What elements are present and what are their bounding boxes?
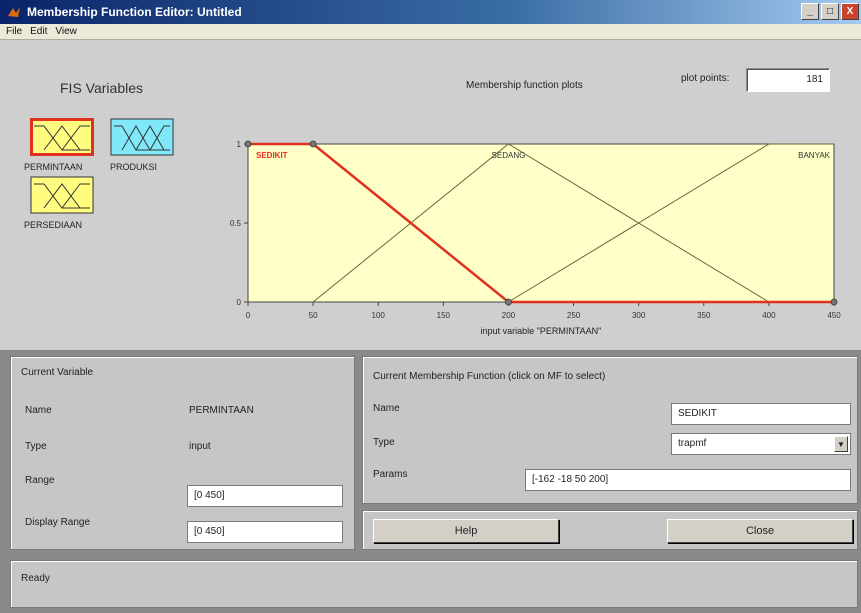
status-text: Ready	[21, 573, 50, 584]
help-button[interactable]: Help	[373, 519, 559, 543]
membership-function-plot[interactable]: 0 50 100 150 200 250 300 350 400 450 0 0.5 1 SEDIKIT S…	[216, 136, 856, 350]
y-tick-label: 1	[237, 140, 242, 149]
close-window-button[interactable]: X	[841, 3, 859, 20]
plot-title: Membership function plots	[466, 80, 583, 91]
fis-variable-label: PERMINTAAN	[24, 162, 83, 172]
current-variable-panel: Current Variable Name PERMINTAAN Type in…	[10, 356, 355, 550]
mf-curve-sedikit[interactable]	[248, 142, 834, 304]
minimize-button[interactable]: _	[801, 3, 819, 20]
variable-name-value: PERMINTAAN	[189, 405, 254, 416]
x-tick-label: 400	[762, 311, 776, 320]
dropdown-arrow-icon[interactable]: ▼	[834, 436, 848, 452]
fis-variable-permintaan[interactable]	[30, 118, 94, 156]
plot-points-input[interactable]: 181	[746, 68, 830, 92]
mf-name-input[interactable]: SEDIKIT	[671, 403, 851, 425]
x-tick-label: 0	[246, 311, 251, 320]
plot-points-label: plot points:	[681, 73, 730, 84]
mf-thumbnail-icon	[30, 176, 94, 214]
mf-vertex-handle[interactable]	[244, 140, 252, 148]
editor-area: FIS Variables PERMINTAAN PRODUKSI PERSED…	[0, 40, 861, 350]
mf-vertex-handle[interactable]	[505, 298, 512, 306]
menu-file[interactable]: File	[6, 26, 23, 37]
x-tick-label: 200	[502, 311, 516, 320]
mf-params-label: Params	[373, 469, 408, 480]
matlab-icon	[8, 7, 20, 17]
status-panel: Ready	[10, 560, 858, 608]
mf-label-sedikit[interactable]: SEDIKIT	[256, 151, 288, 160]
mf-thumbnail-icon	[30, 118, 94, 156]
display-range-input[interactable]: [0 450]	[187, 521, 343, 543]
window-title: Membership Function Editor: Untitled	[27, 5, 242, 19]
title-bar: Membership Function Editor: Untitled _ □…	[0, 0, 861, 24]
fis-variable-label: PRODUKSI	[110, 162, 158, 172]
mf-curve-sedang[interactable]	[312, 143, 770, 303]
range-label: Range	[25, 475, 55, 486]
x-tick-label: 150	[437, 311, 451, 320]
variable-type-label: Type	[25, 441, 47, 452]
close-button[interactable]: Close	[667, 519, 853, 543]
display-range-label: Display Range	[25, 517, 91, 528]
mf-vertex-handle[interactable]	[309, 140, 317, 148]
x-tick-label: 350	[697, 311, 711, 320]
mf-vertex-handle[interactable]	[830, 298, 838, 306]
y-tick-label: 0	[237, 298, 242, 307]
mf-type-select[interactable]: trapmf ▼	[671, 433, 851, 455]
x-tick-label: 300	[632, 311, 646, 320]
x-tick-label: 100	[372, 311, 386, 320]
menu-bar: File Edit View	[0, 24, 861, 40]
button-panel: Help Close	[362, 510, 858, 550]
variable-type-value: input	[189, 441, 211, 452]
plot-area	[247, 143, 835, 303]
fis-variable-persediaan[interactable]	[30, 176, 94, 214]
mf-name-label: Name	[373, 403, 400, 414]
mf-curve-banyak[interactable]	[508, 143, 834, 303]
x-tick-label: 50	[309, 311, 318, 320]
mf-type-value: trapmf	[678, 438, 707, 449]
variable-name-label: Name	[25, 405, 52, 416]
fis-variable-label: PERSEDIAAN	[24, 220, 83, 230]
menu-edit[interactable]: Edit	[30, 26, 48, 37]
mf-label-banyak[interactable]: BANYAK	[798, 151, 831, 160]
current-mf-heading: Current Membership Function (click on MF…	[373, 371, 606, 382]
mf-thumbnail-icon	[110, 118, 174, 156]
x-tick-label: 450	[827, 311, 841, 320]
x-tick-label: 250	[567, 311, 581, 320]
current-mf-panel: Current Membership Function (click on MF…	[362, 356, 858, 504]
y-tick-label: 0.5	[230, 219, 242, 228]
mf-type-label: Type	[373, 437, 395, 448]
fis-variables-title: FIS Variables	[60, 80, 143, 96]
maximize-button[interactable]: □	[821, 3, 839, 20]
mf-label-sedang[interactable]: SEDANG	[492, 151, 526, 160]
mf-params-input[interactable]: [-162 -18 50 200]	[525, 469, 851, 491]
fis-variable-produksi[interactable]	[110, 118, 174, 156]
range-input[interactable]: [0 450]	[187, 485, 343, 507]
current-variable-heading: Current Variable	[21, 367, 94, 378]
menu-view[interactable]: View	[55, 26, 77, 37]
x-axis-label: input variable "PERMINTAAN"	[481, 326, 602, 336]
